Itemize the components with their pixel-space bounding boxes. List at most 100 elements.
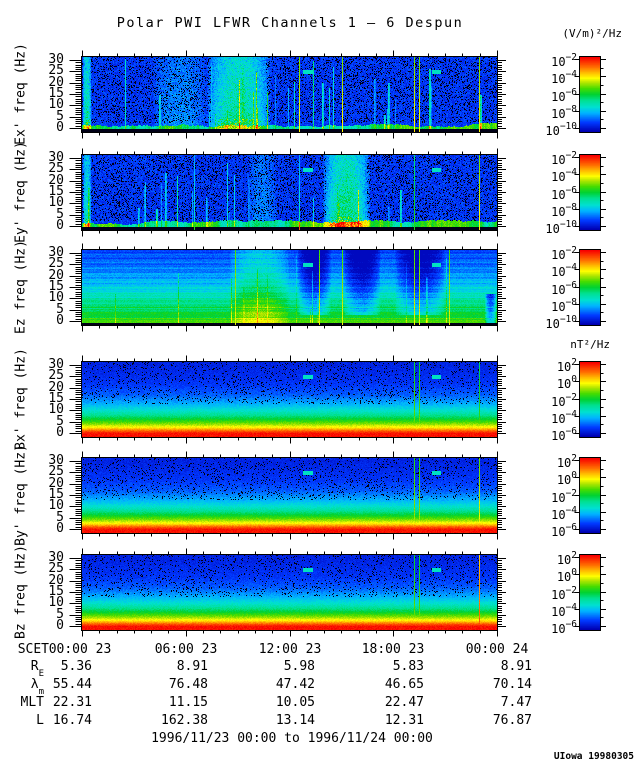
colorbar-tick-label: 10−6: [551, 426, 577, 443]
ephemeris-row-label: λm: [30, 677, 44, 697]
y-tick-label: 20: [48, 475, 64, 491]
ephemeris-value: 16.74: [52, 713, 92, 728]
colorbar-tick-label: 10−6: [551, 86, 577, 104]
y-tick-label: 20: [48, 572, 64, 588]
colorbar-tick-label: 10−6: [551, 184, 577, 202]
y-tick-label: 0: [56, 120, 64, 135]
colorbar-tick-label: 10−10: [545, 219, 577, 236]
colorbar-tick-label: 10−4: [551, 504, 577, 522]
colorbar-tick-label: 10−8: [551, 201, 577, 219]
colorbar-tick-label: 10−10: [545, 314, 577, 331]
y-tick-label: 30: [48, 453, 64, 468]
ephemeris-value: 5.98: [283, 659, 315, 674]
spectrogram-canvas-bx: [82, 362, 497, 437]
y-tick-label: 25: [48, 161, 64, 177]
y-tick-label: 10: [48, 595, 64, 611]
colorbar-tick-label: 10−4: [551, 69, 577, 87]
y-tick-label: 5: [56, 509, 64, 525]
colorbar-tick-label: 10−2: [551, 245, 577, 262]
colorbar-tick-label: 10−6: [551, 279, 577, 297]
spectrogram-canvas-bz: [82, 555, 497, 630]
colorbar-tick-label: 102: [556, 357, 577, 374]
y-tick-label: 15: [48, 584, 64, 599]
x-tick-label: 18:00 23: [361, 642, 425, 657]
y-tick-label: 10: [48, 97, 64, 113]
ephemeris-value: 5.36: [60, 659, 92, 674]
y-tick-label: 20: [48, 379, 64, 395]
ephemeris-value: 22.31: [52, 695, 92, 710]
y-tick-label: 30: [48, 550, 64, 565]
colorbar-tick-label: 10−2: [551, 487, 577, 505]
y-tick-label: 10: [48, 402, 64, 418]
y-tick-label: 5: [56, 108, 64, 124]
ephemeris-value: 76.48: [168, 677, 208, 692]
date-range-label: 1996/11/23 00:00 to 1996/11/24 00:00: [151, 731, 433, 746]
y-tick-label: 25: [48, 464, 64, 480]
colorbar-tick-label: 102: [556, 453, 577, 470]
y-tick-label: 15: [48, 86, 64, 101]
y-tick-label: 15: [48, 391, 64, 406]
ephemeris-row-label: L: [36, 713, 44, 728]
ephemeris-value: 76.87: [492, 713, 532, 728]
ephemeris-value: 70.14: [492, 677, 532, 692]
ephemeris-value: 8.91: [176, 659, 208, 674]
y-tick-label: 5: [56, 206, 64, 222]
colorbar-tick-label: 10−2: [551, 52, 577, 69]
y-tick-label: 5: [56, 606, 64, 622]
colorbar-by: [580, 458, 600, 533]
page-title: Polar PWI LFWR Channels 1 — 6 Despun: [116, 15, 464, 31]
colorbar-ez: [580, 250, 600, 325]
colorbar-tick-label: 10−2: [551, 584, 577, 602]
y-tick-label: 5: [56, 301, 64, 317]
colorbar-tick-label: 10−4: [551, 408, 577, 426]
ephemeris-value: 22.47: [384, 695, 424, 710]
x-tick-label: 00:00 23: [48, 642, 112, 657]
y-tick-label: 0: [56, 618, 64, 633]
spectrogram-canvas-by: [82, 458, 497, 533]
colorbar-tick-label: 100: [556, 470, 577, 488]
colorbar-tick-label: 10−8: [551, 103, 577, 121]
colorbar-bz: [580, 555, 600, 630]
y-tick-label: 10: [48, 290, 64, 306]
ephemeris-value: 8.91: [500, 659, 532, 674]
axis-ticks: [69, 50, 606, 637]
ephemeris-value: 11.15: [168, 695, 208, 710]
y-tick-label: 20: [48, 74, 64, 90]
y-tick-label: 10: [48, 195, 64, 211]
scet-axis-prefix: SCET: [17, 642, 49, 657]
colorbar-tick-label: 10−6: [551, 522, 577, 539]
y-tick-label: 20: [48, 267, 64, 283]
ephemeris-value: 55.44: [52, 677, 92, 692]
colorbar-tick-label: 100: [556, 567, 577, 585]
spectrogram-canvas-ez: [82, 250, 497, 325]
colorbar-tick-label: 10−2: [551, 150, 577, 167]
y-tick-label: 0: [56, 521, 64, 536]
colorbar-tick-label: 10−2: [551, 391, 577, 409]
y-tick-label: 30: [48, 150, 64, 165]
colorbar-bx: [580, 362, 600, 437]
magnetic-units-label: nT²/Hz: [570, 338, 610, 351]
colorbar-ey: [580, 155, 600, 230]
y-tick-label: 25: [48, 368, 64, 384]
colorbar-tick-label: 102: [556, 550, 577, 567]
ephemeris-value: 12.31: [384, 713, 424, 728]
x-tick-label: 12:00 23: [258, 642, 322, 657]
spectrogram-canvas-ex: [82, 57, 497, 132]
y-tick-label: 0: [56, 425, 64, 440]
colorbar-tick-label: 10−8: [551, 296, 577, 314]
y-tick-label: 5: [56, 413, 64, 429]
y-tick-label: 30: [48, 245, 64, 260]
ephemeris-value: 46.65: [384, 677, 424, 692]
ephemeris-row-label: RE: [30, 659, 44, 679]
y-tick-label: 15: [48, 487, 64, 502]
y-tick-label: 25: [48, 561, 64, 577]
ephemeris-value: 162.38: [161, 713, 208, 728]
ephemeris-value: 13.14: [275, 713, 315, 728]
y-tick-label: 25: [48, 256, 64, 272]
colorbar-tick-label: 100: [556, 374, 577, 392]
x-tick-label: 00:00 24: [465, 642, 529, 657]
y-tick-label: 30: [48, 52, 64, 67]
colorbar-ex: [580, 57, 600, 132]
ephemeris-value: 10.05: [275, 695, 315, 710]
